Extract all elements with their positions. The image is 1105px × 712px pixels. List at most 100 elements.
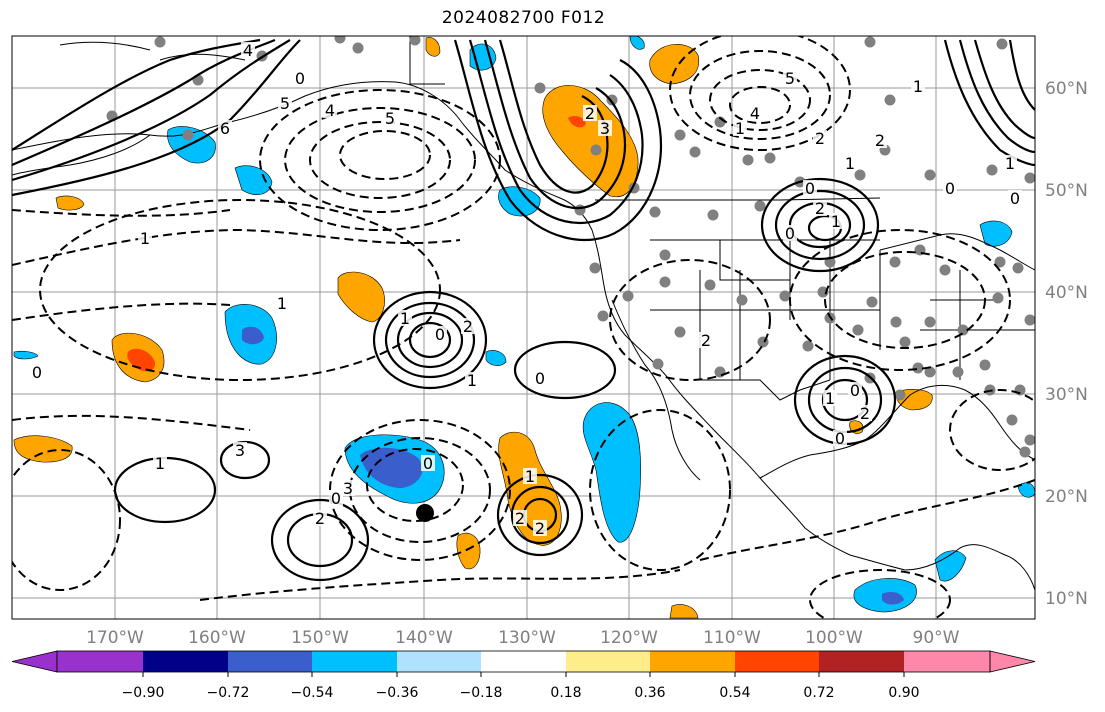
- station-dot: [924, 366, 936, 378]
- contour-line: [774, 189, 866, 261]
- station-dot: [334, 36, 346, 44]
- station-dot: [714, 366, 726, 378]
- contour-label-text: 3: [343, 479, 353, 498]
- strong-negative-anomaly: [360, 447, 423, 488]
- contour-label-text: 2: [815, 129, 825, 148]
- contour-label-text: 0: [835, 429, 845, 448]
- contour-value-label: 4: [748, 104, 762, 123]
- contour-value-label: 0: [833, 429, 847, 448]
- latitude-label: 20°N: [1045, 487, 1088, 507]
- station-dot: [912, 362, 924, 374]
- contour-value-label: 1: [275, 294, 289, 313]
- longitude-label: 150°W: [291, 628, 349, 648]
- contour-line: [589, 409, 731, 571]
- contour-label-text: 4: [325, 101, 335, 120]
- contour-label-text: 2: [815, 199, 825, 218]
- contour-value-label: 5: [383, 109, 397, 128]
- station-dot: [924, 169, 936, 181]
- contour-label-text: 3: [235, 441, 245, 460]
- contour-value-label: 0: [533, 369, 547, 388]
- contour-value-label: 2: [533, 519, 547, 538]
- station-dot: [852, 324, 864, 336]
- colorbar-tick-label: 0.90: [888, 685, 919, 701]
- anomaly-shading: [13, 36, 1035, 619]
- contour-value-label: 2: [699, 331, 713, 350]
- contour-line: [669, 36, 851, 151]
- contour-value-label: 1: [523, 467, 537, 486]
- station-dot: [854, 169, 866, 181]
- station-dot: [1024, 314, 1035, 326]
- contour-line: [943, 39, 1035, 167]
- contour-label-text: 1: [140, 229, 150, 248]
- contour-line: [760, 177, 880, 273]
- positive-anomaly-area: [456, 532, 481, 570]
- contour-value-label: 0: [848, 381, 862, 400]
- positive-anomaly-area: [425, 37, 441, 57]
- positive-anomaly-area: [13, 435, 73, 463]
- contour-value-label: 2: [858, 404, 872, 423]
- station-dot: [649, 206, 661, 218]
- longitude-axis: 170°W 160°W 150°W 140°W 130°W 120°W 110°W 100°W…: [86, 628, 960, 648]
- contour-label-text: 1: [1005, 154, 1015, 173]
- contour-label-text: 1: [735, 119, 745, 138]
- strong-negative-anomaly: [242, 326, 264, 345]
- station-dots: [106, 36, 1035, 458]
- contour-line: [973, 39, 1035, 140]
- contour-value-label: 1: [829, 212, 843, 231]
- contour-value-label: 1: [153, 454, 167, 473]
- contour-value-label: 3: [233, 441, 247, 460]
- contour-line: [496, 473, 584, 557]
- contour-value-label: 0: [1008, 189, 1022, 208]
- colorbar-swatch: [650, 651, 735, 672]
- contour-line: [709, 69, 811, 131]
- contour-line: [12, 38, 261, 151]
- negative-anomaly-area: [234, 165, 273, 195]
- colorbar-tick-label: −0.54: [291, 685, 334, 701]
- station-dot: [674, 326, 686, 338]
- latitude-label: 30°N: [1045, 385, 1088, 405]
- contour-value-label: 0: [30, 363, 44, 382]
- contour-value-label: 1: [398, 309, 412, 328]
- station-dot: [534, 82, 546, 94]
- negative-anomaly-area: [934, 550, 967, 582]
- contour-label-text: 0: [435, 325, 445, 344]
- contour-label-text: 0: [423, 454, 433, 473]
- contour-line: [949, 389, 1035, 471]
- contour-value-label: 6: [218, 119, 232, 138]
- contour-value-label: 2: [513, 509, 527, 528]
- colorbar-swatch: [57, 651, 143, 672]
- contour-label-text: 4: [243, 41, 253, 60]
- colorbar-tick-label: −0.36: [376, 685, 419, 701]
- colorbar-tick-label: 0.36: [634, 685, 665, 701]
- contour-line: [513, 340, 617, 400]
- contour-line: [284, 107, 476, 213]
- map-title: 2024082700 F012: [441, 8, 606, 28]
- contour-value-label: 2: [813, 129, 827, 148]
- contour-line: [199, 569, 681, 601]
- contour-line: [468, 39, 644, 225]
- contour-value-label: 0: [329, 489, 343, 508]
- station-dot: [924, 316, 936, 328]
- latitude-label: 60°N: [1045, 79, 1088, 99]
- station-dot: [802, 340, 814, 352]
- station-dot: [764, 152, 776, 164]
- contour-line: [349, 437, 491, 543]
- station-dot: [704, 279, 716, 291]
- station-dot: [652, 358, 664, 370]
- colorbar-tick-label: −0.72: [207, 685, 250, 701]
- contour-line: [699, 479, 1035, 561]
- station-dot: [817, 286, 829, 298]
- contour-label-text: 6: [220, 119, 230, 138]
- contour-line: [689, 50, 831, 140]
- contour-label-text: 5: [785, 69, 795, 88]
- contour-value-label: 4: [241, 41, 255, 60]
- positive-anomaly-area: [337, 271, 385, 323]
- contour-value-label: 0: [943, 179, 957, 198]
- station-dot: [979, 359, 991, 371]
- strong-positive-anomaly: [568, 116, 586, 128]
- contour-label-text: 0: [32, 363, 42, 382]
- contour-label-text: 0: [805, 179, 815, 198]
- colorbar: −0.90 −0.72 −0.54 −0.36 −0.18 0.18 0.36 0.54 0.7…: [11, 650, 1036, 701]
- station-dot: [890, 316, 902, 328]
